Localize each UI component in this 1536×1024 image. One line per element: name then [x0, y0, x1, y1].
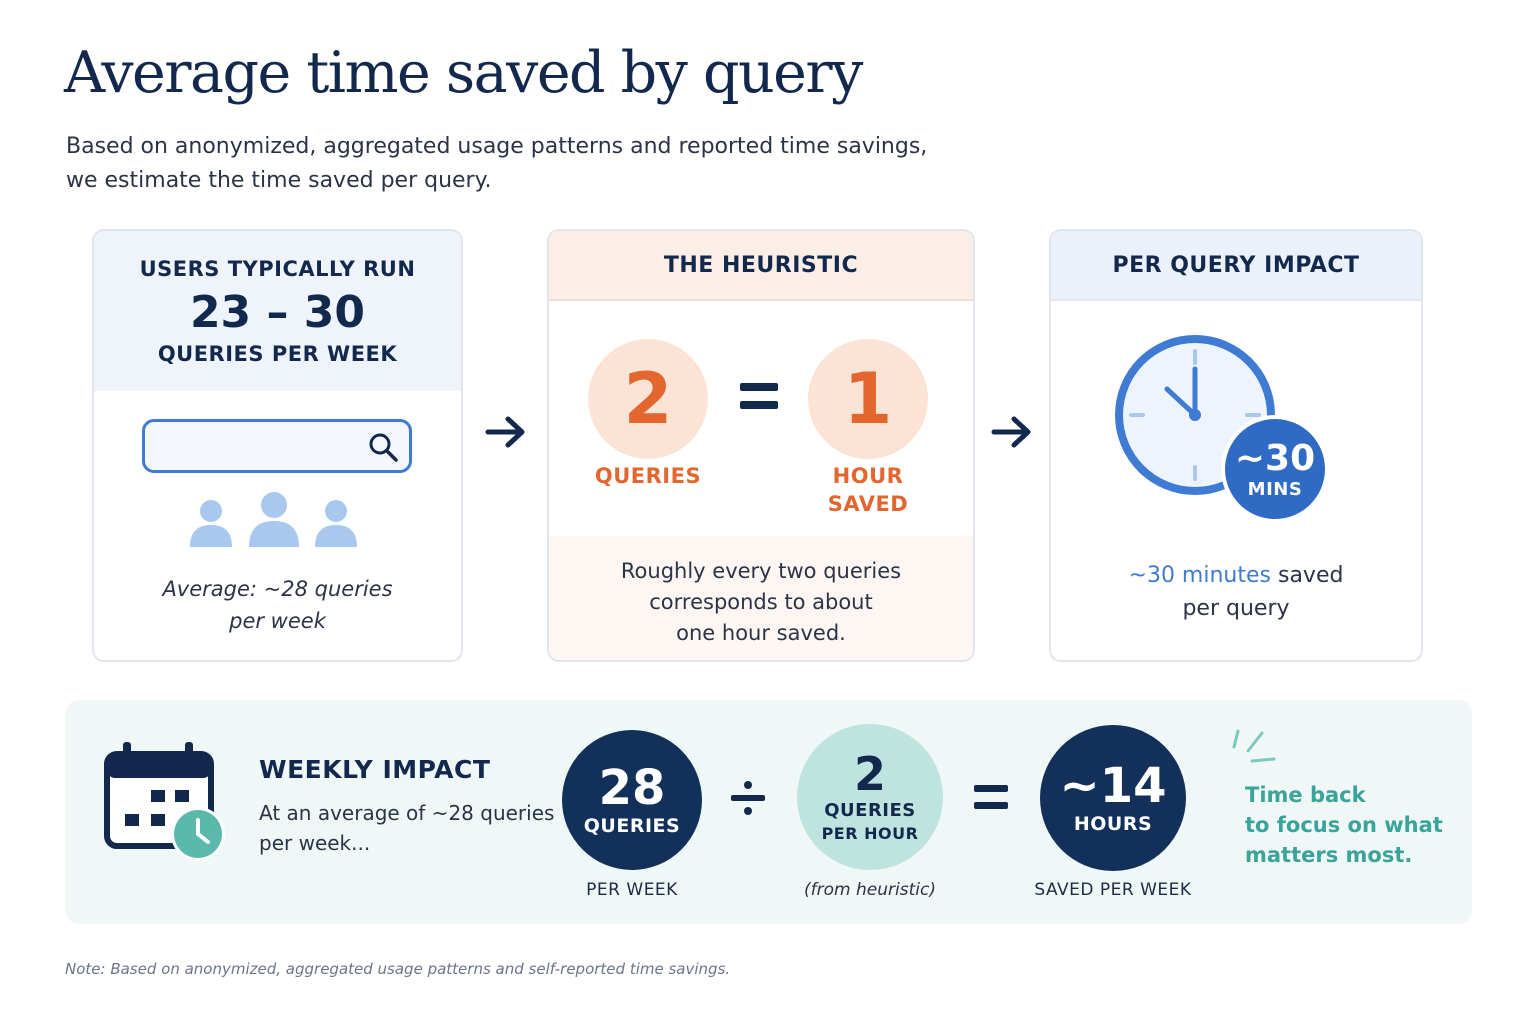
heuristic-card: THE HEURISTIC 2 1 QUERIES HOUR SAVED Rou…	[547, 229, 975, 662]
page-title: Average time saved by query	[64, 40, 863, 106]
queries-per-hour-circle: 2 QUERIES PER HOUR	[797, 724, 943, 870]
heuristic-card-header: THE HEURISTIC	[549, 231, 973, 301]
weekly-impact-panel: WEEKLY IMPACT At an average of ~28 queri…	[65, 700, 1472, 924]
subtitle-line-1: Based on anonymized, aggregated usage pa…	[66, 134, 928, 159]
calendar-clock-icon	[104, 742, 225, 861]
tagline-line-3: matters most.	[1245, 843, 1413, 867]
heuristic-title: THE HEURISTIC	[663, 252, 859, 278]
impact-badge-value: ~30	[1234, 438, 1316, 479]
equals-icon	[740, 383, 778, 409]
queries-value-circle: 2	[588, 339, 708, 459]
impact-summary: ~30 minutes saved per query	[1051, 559, 1421, 625]
hour-value-circle: 1	[808, 339, 928, 459]
hours-saved-value: ~14	[1059, 758, 1167, 814]
queries-per-hour-value: 2	[853, 747, 886, 801]
search-bar-icon	[142, 419, 412, 473]
heuristic-desc-line-1: Roughly every two queries	[620, 558, 902, 583]
footnote: Note: Based on anonymized, aggregated us…	[65, 960, 731, 978]
weekly-impact-title: WEEKLY IMPACT	[259, 755, 491, 784]
clock-icon	[1115, 335, 1329, 523]
queries-per-week-value: 28	[598, 760, 666, 816]
heuristic-desc-line-3: one hour saved.	[676, 620, 846, 645]
impact-badge: ~30 MINS	[1225, 439, 1325, 501]
weekly-tagline: Time back to focus on what matters most.	[1245, 780, 1465, 870]
tagline-line-2: to focus on what	[1245, 813, 1443, 837]
usage-card-header: USERS TYPICALLY RUN 23 – 30 QUERIES PER …	[94, 231, 461, 391]
arrow-right-icon	[485, 416, 525, 448]
impact-line-2: per query	[1182, 596, 1290, 621]
page-subtitle: Based on anonymized, aggregated usage pa…	[66, 130, 986, 198]
saved-per-week-caption: SAVED PER WEEK	[1034, 880, 1192, 900]
weekly-desc-line-2: per week...	[259, 831, 371, 855]
usage-range: 23 – 30	[189, 286, 366, 338]
hour-saved-line-2: SAVED	[827, 492, 909, 516]
from-heuristic-caption: (from heuristic)	[804, 880, 936, 900]
equals-icon	[974, 785, 1008, 809]
weekly-impact-description: At an average of ~28 queries per week...	[259, 798, 559, 858]
impact-badge-unit: MINS	[1247, 479, 1303, 500]
usage-average: Average: ~28 queries per week	[94, 573, 461, 637]
hour-saved-line-1: HOUR	[832, 464, 904, 488]
queries-per-week-caption: PER WEEK	[586, 880, 678, 900]
usage-label: USERS TYPICALLY RUN	[139, 256, 416, 281]
hours-saved-unit: HOURS	[1073, 813, 1153, 835]
hours-saved-circle: ~14 HOURS	[1040, 725, 1186, 871]
weekly-desc-line-1: At an average of ~28 queries	[259, 801, 555, 825]
impact-accent-text: ~30 minutes	[1128, 563, 1271, 588]
usage-unit: QUERIES PER WEEK	[157, 341, 398, 366]
impact-title: PER QUERY IMPACT	[1112, 252, 1360, 278]
queries-per-hour-unit-2: PER HOUR	[821, 824, 919, 843]
heuristic-desc-line-2: corresponds to about	[649, 589, 873, 614]
magnifier-icon	[369, 433, 398, 462]
heuristic-description: Roughly every two queries corresponds to…	[549, 536, 973, 660]
queries-per-week-unit: QUERIES	[583, 815, 681, 837]
impact-card-header: PER QUERY IMPACT	[1051, 231, 1421, 301]
queries-per-week-circle: 28 QUERIES	[562, 730, 702, 870]
subtitle-line-2: we estimate the time saved per query.	[66, 168, 492, 193]
hour-saved-label: HOUR SAVED	[773, 462, 963, 518]
per-query-impact-card: PER QUERY IMPACT ~30 MINS ~30 minutes sa…	[1049, 229, 1423, 662]
queries-label: QUERIES	[594, 464, 702, 488]
queries-per-hour-unit-1: QUERIES	[824, 800, 916, 821]
arrow-right-icon	[991, 416, 1031, 448]
usage-average-line-2: per week	[229, 609, 326, 633]
users-icon	[190, 492, 357, 547]
divide-icon	[731, 781, 765, 815]
impact-rest-text: saved	[1271, 563, 1344, 588]
usage-card: USERS TYPICALLY RUN 23 – 30 QUERIES PER …	[92, 229, 463, 662]
tagline-line-1: Time back	[1245, 783, 1366, 807]
usage-average-line-1: Average: ~28 queries	[162, 577, 393, 601]
sparkle-icon	[1232, 729, 1276, 763]
